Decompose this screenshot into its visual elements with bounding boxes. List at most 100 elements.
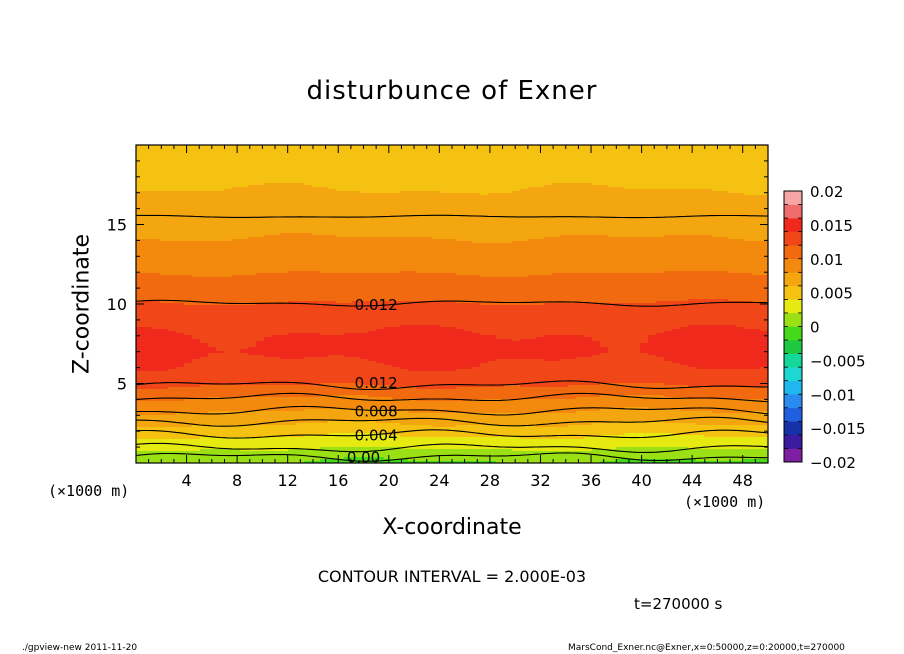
- field-cell: [512, 241, 769, 244]
- field-cell: [328, 187, 529, 190]
- field-cell: [272, 335, 497, 338]
- chart-title: disturbunce of Exner: [306, 76, 598, 106]
- field-cell: [136, 457, 345, 460]
- field-cell: [568, 425, 769, 428]
- field-cell: [136, 451, 769, 454]
- field-cell: [688, 447, 769, 450]
- field-cell: [560, 235, 609, 238]
- x-tick-label: 4: [181, 471, 191, 490]
- field-cell: [136, 155, 769, 158]
- field-cell: [744, 459, 769, 462]
- field-cell: [136, 233, 281, 236]
- field-cell: [344, 457, 385, 460]
- field-cell: [496, 337, 537, 340]
- field-cell: [232, 275, 481, 278]
- field-cell: [136, 345, 209, 348]
- colorbar-swatch: [784, 421, 802, 436]
- field-cell: [728, 271, 769, 274]
- field-cell: [744, 193, 769, 196]
- field-cell: [184, 399, 417, 402]
- field-cell: [136, 299, 689, 302]
- field-cell: [400, 191, 441, 194]
- y-tick-label: 15: [107, 216, 127, 235]
- field-cell: [136, 341, 201, 344]
- field-cell: [200, 341, 257, 344]
- field-cell: [136, 271, 289, 274]
- colorbar-tick-label: 0.015: [810, 217, 853, 235]
- field-cell: [136, 191, 361, 194]
- field-cell: [136, 207, 769, 210]
- field-cell: [320, 459, 409, 462]
- field-cell: [136, 375, 769, 378]
- field-cell: [512, 339, 521, 342]
- field-cell: [136, 269, 769, 272]
- field-cell: [360, 383, 601, 386]
- field-cell: [584, 437, 769, 440]
- contour-label: 0.004: [355, 426, 398, 444]
- field-cell: [160, 273, 257, 276]
- field-cell: [576, 357, 665, 360]
- field-cell: [320, 395, 369, 398]
- field-cell: [472, 331, 665, 334]
- field-cell: [136, 181, 769, 184]
- field-cell: [136, 235, 265, 238]
- field-cell: [536, 425, 569, 428]
- field-cell: [528, 239, 745, 242]
- field-cell: [136, 251, 769, 254]
- field-cell: [256, 343, 601, 346]
- field-cell: [136, 437, 201, 440]
- field-cell: [336, 301, 353, 304]
- field-cell: [136, 309, 769, 312]
- field-cell: [408, 369, 457, 372]
- field-cell: [136, 441, 769, 444]
- field-cell: [136, 229, 769, 232]
- field-cell: [384, 457, 769, 460]
- field-cell: [136, 319, 769, 322]
- field-cell: [552, 273, 753, 276]
- field-cell: [344, 333, 481, 336]
- field-cell: [136, 409, 305, 412]
- field-cell: [664, 359, 769, 362]
- field-cell: [200, 449, 241, 452]
- field-cell: [664, 235, 713, 238]
- field-cell: [136, 311, 769, 314]
- y-tick-label: 5: [117, 375, 127, 394]
- field-cell: [136, 303, 185, 306]
- field-cell: [712, 235, 769, 238]
- field-cell: [136, 295, 769, 298]
- time-label: t=270000 s: [634, 595, 723, 613]
- field-cell: [136, 199, 769, 202]
- field-cell: [400, 325, 441, 328]
- field-cell: [440, 325, 689, 328]
- colorbar-swatch: [784, 340, 802, 354]
- field-cell: [264, 337, 497, 340]
- field-cell: [496, 461, 601, 464]
- field-cell: [176, 331, 369, 334]
- field-cell: [320, 333, 345, 336]
- field-cell: [392, 365, 481, 368]
- field-cell: [648, 339, 769, 342]
- field-cell: [136, 231, 769, 234]
- field-cell: [664, 357, 769, 360]
- field-cell: [600, 383, 665, 386]
- field-cell: [696, 367, 761, 370]
- field-cell: [744, 327, 769, 330]
- x-tick-label: 12: [278, 471, 298, 490]
- field-cell: [208, 411, 409, 414]
- field-cell: [384, 433, 625, 436]
- field-cell: [136, 455, 769, 458]
- colorbar-swatch: [784, 367, 802, 381]
- field-cell: [648, 353, 769, 356]
- field-cell: [216, 349, 241, 352]
- field-cell: [616, 447, 689, 450]
- field-cell: [136, 293, 769, 296]
- field-cell: [136, 427, 769, 430]
- colorbar-tick-label: −0.015: [810, 420, 866, 438]
- field-cell: [544, 359, 561, 362]
- field-cell: [136, 401, 769, 404]
- field-cell: [672, 361, 769, 364]
- field-cell: [136, 405, 769, 408]
- field-cell: [136, 415, 769, 418]
- field-cell: [136, 285, 769, 288]
